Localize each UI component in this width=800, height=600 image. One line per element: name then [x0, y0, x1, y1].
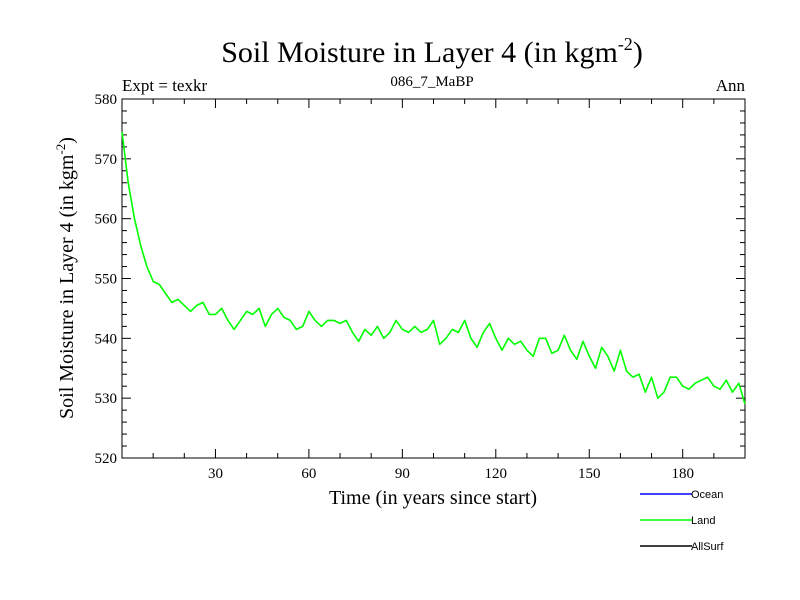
y-tick-label: 540	[95, 331, 118, 347]
chart-title: Soil Moisture in Layer 4 (in kgm-2)	[221, 34, 643, 69]
plot-frame	[121, 98, 746, 459]
y-axis-label-main: Soil Moisture in Layer 4 (in kgm	[56, 154, 78, 419]
y-axis-label-sup: -2	[53, 144, 68, 155]
y-tick-label: 580	[95, 92, 118, 108]
axis-ticks: 520 530 540 550 560 570 580 30 60 90 120 150 180	[95, 92, 745, 482]
legend: Ocean Land AllSurf	[640, 489, 724, 553]
chart-title-close: )	[633, 36, 643, 69]
y-tick-label: 520	[95, 451, 118, 467]
subtitle-left: Expt = texkr	[122, 76, 207, 95]
legend-label-land: Land	[691, 515, 715, 527]
x-tick-label: 180	[671, 466, 694, 482]
y-tick-label: 550	[95, 272, 118, 288]
series-line-land	[121, 131, 746, 405]
y-tick-label: 530	[95, 391, 118, 407]
x-tick-label: 90	[395, 466, 410, 482]
subtitle-center: 086_7_MaBP	[390, 74, 473, 90]
y-tick-label: 560	[95, 212, 118, 228]
chart-title-sup: -2	[618, 34, 633, 54]
legend-label-allsurf: AllSurf	[691, 541, 724, 553]
y-tick-label: 570	[95, 152, 118, 168]
x-tick-label: 150	[578, 466, 601, 482]
x-tick-label: 30	[208, 466, 223, 482]
y-axis-label-close: )	[56, 137, 78, 144]
chart-title-main: Soil Moisture in Layer 4 (in kgm	[221, 36, 618, 69]
legend-label-ocean: Ocean	[691, 489, 723, 501]
x-axis-label: Time (in years since start)	[329, 487, 537, 509]
subtitle-right: Ann	[716, 76, 746, 95]
x-tick-label: 120	[485, 466, 508, 482]
x-tick-label: 60	[301, 466, 316, 482]
y-axis-label: Soil Moisture in Layer 4 (in kgm-2)	[53, 137, 78, 419]
